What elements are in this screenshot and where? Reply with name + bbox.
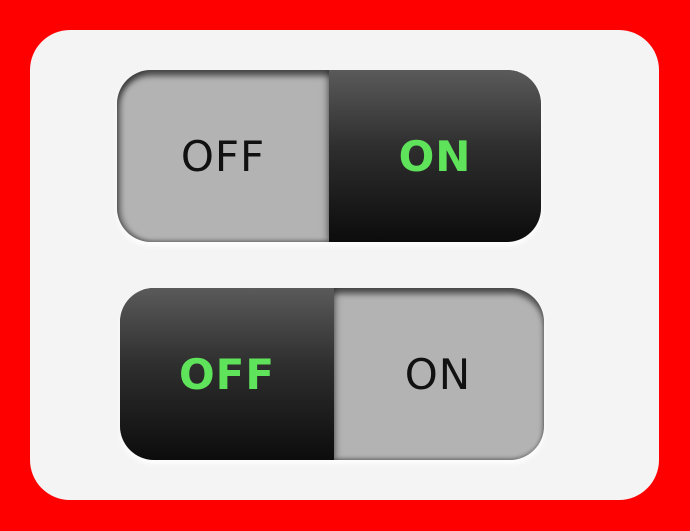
toggle-1-off-label: OFF	[180, 131, 266, 181]
toggle-1-on-option[interactable]: ON	[329, 70, 541, 242]
toggle-switch-2[interactable]: OFF ON	[120, 288, 544, 460]
toggle-2-off-label: OFF	[178, 349, 276, 399]
toggle-2-off-option[interactable]: OFF	[120, 288, 334, 460]
toggle-switch-1[interactable]: OFF ON	[117, 70, 541, 242]
toggle-1-on-label: ON	[398, 131, 472, 181]
toggle-2-on-label: ON	[404, 349, 472, 399]
toggle-2-on-option[interactable]: ON	[332, 288, 544, 460]
toggle-1-off-option[interactable]: OFF	[117, 70, 329, 242]
